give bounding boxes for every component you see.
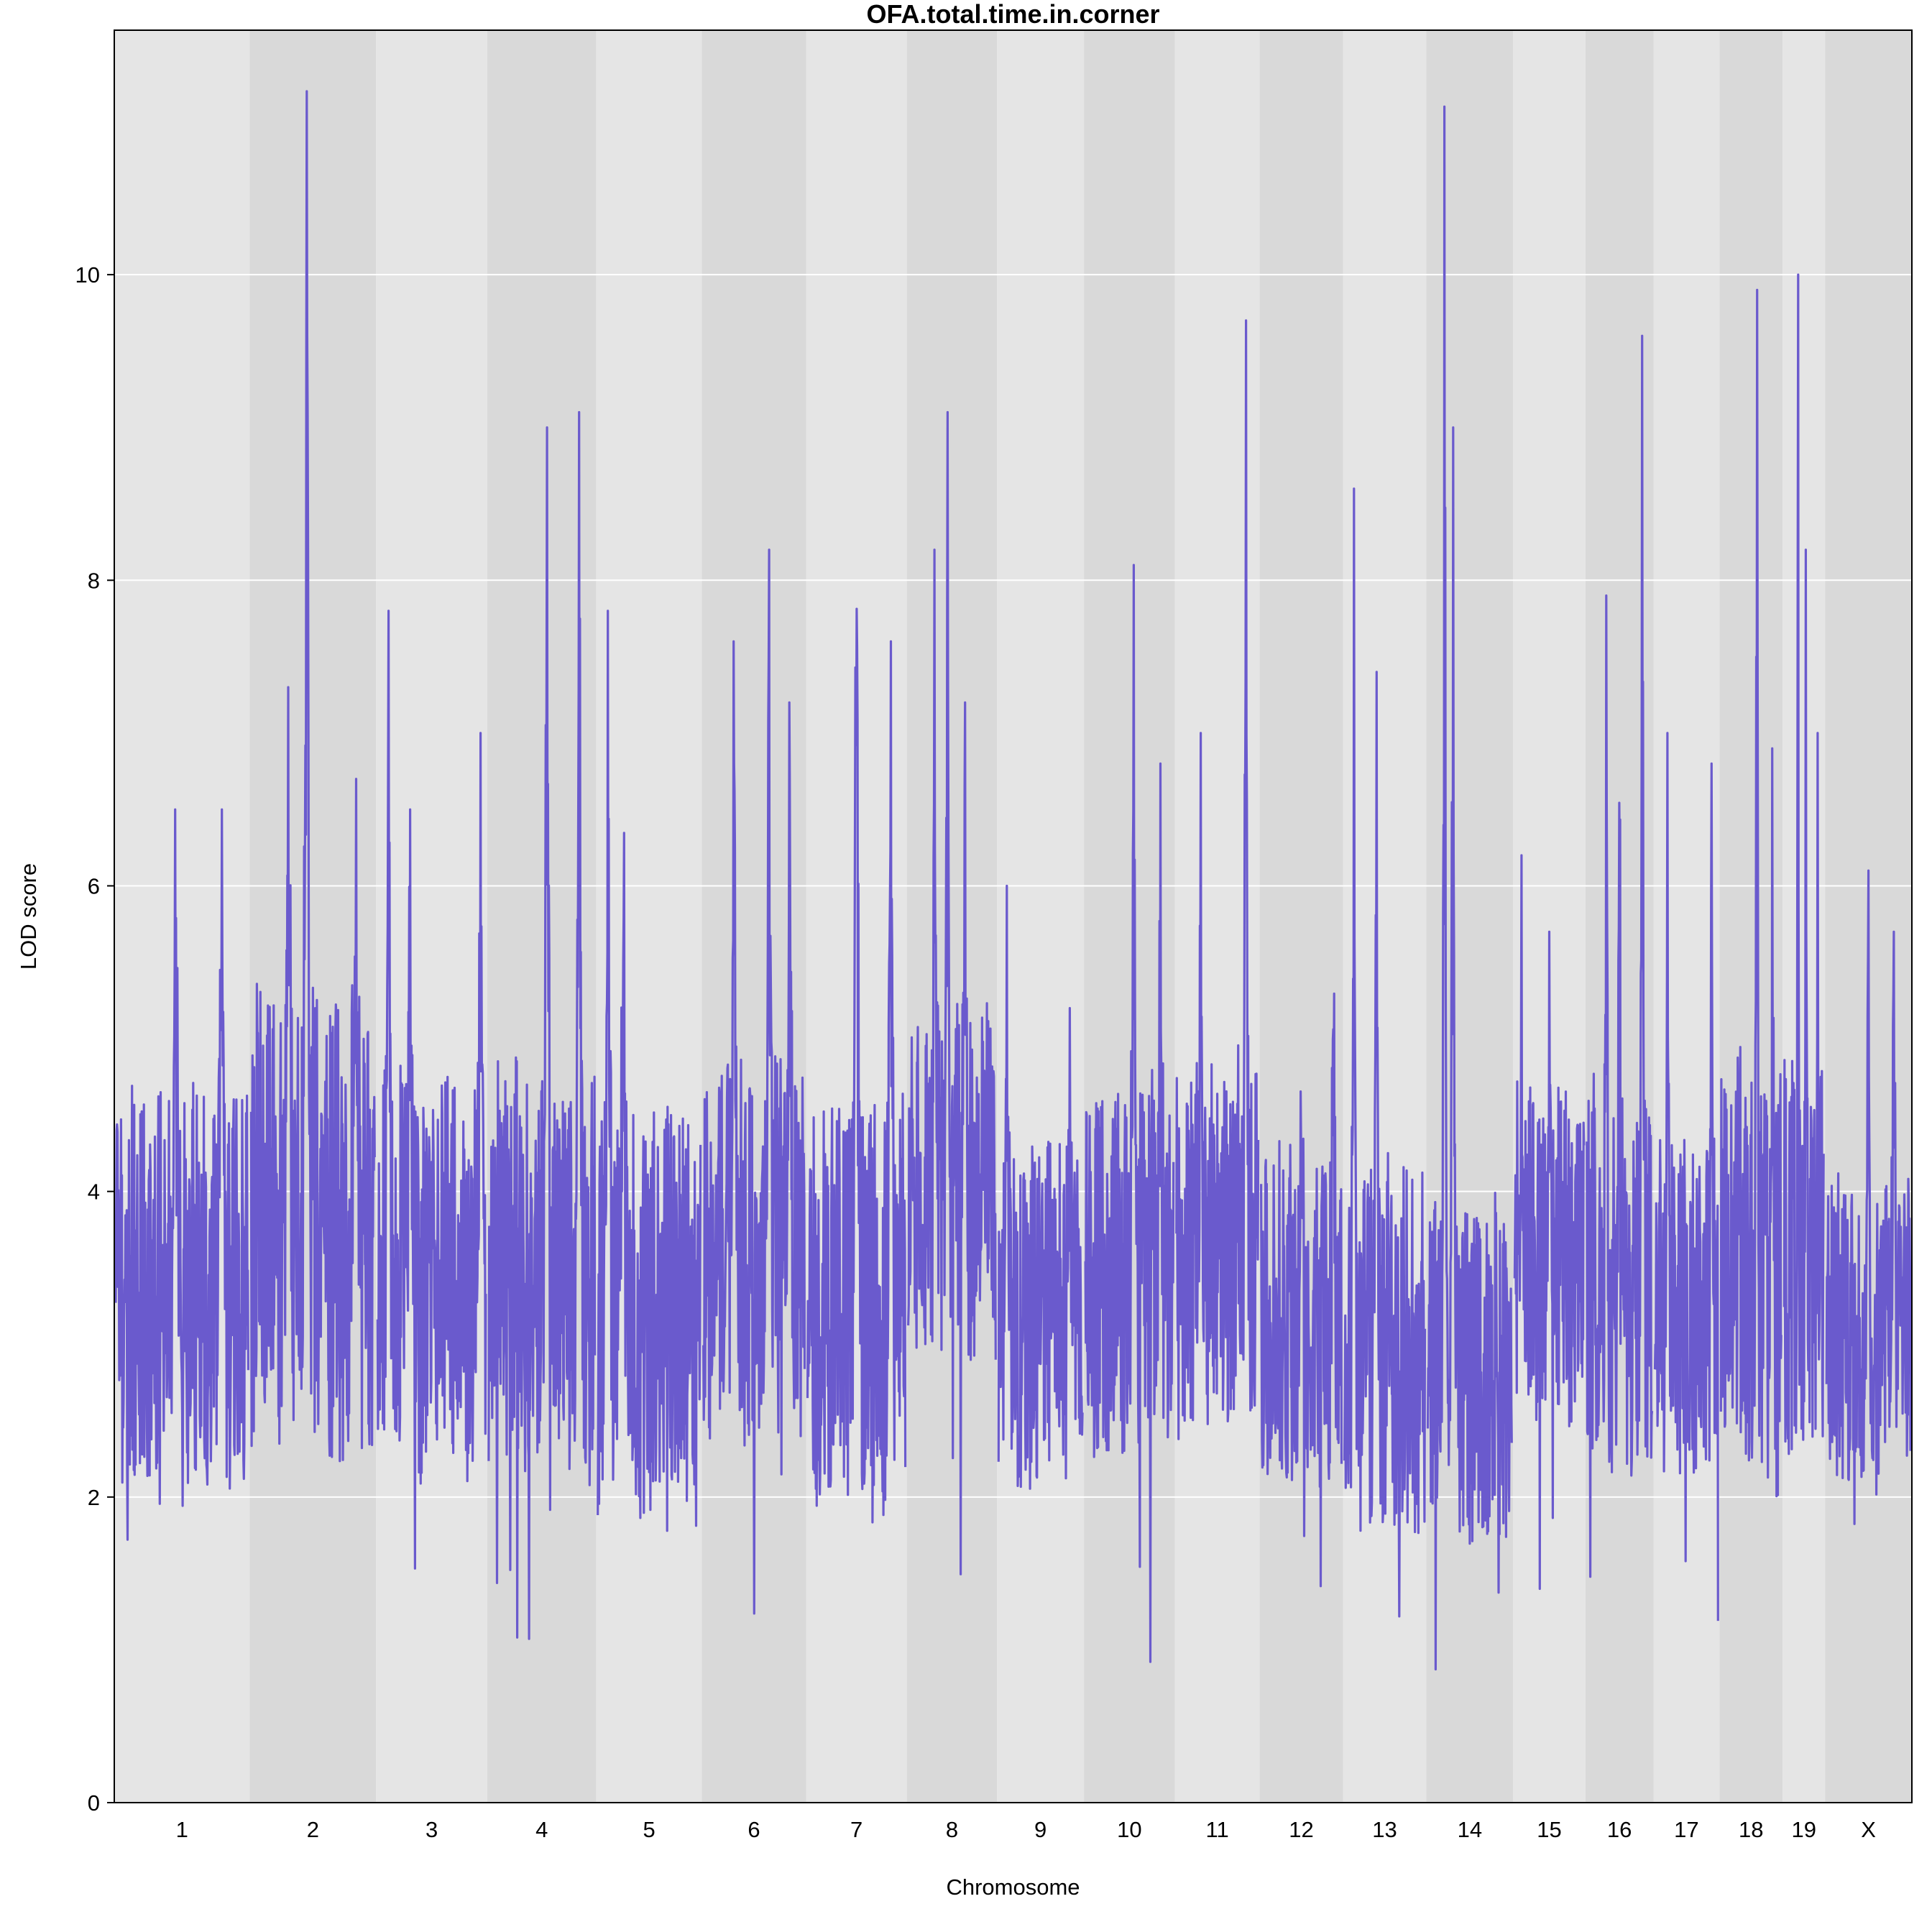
x-tick-label: 12 — [1289, 1817, 1313, 1842]
x-tick-label: 3 — [426, 1817, 438, 1842]
chromosome-band-9 — [997, 30, 1085, 1803]
series-line-chr-12 — [1260, 992, 1343, 1588]
x-tick-label: 6 — [748, 1817, 760, 1842]
series-line-chr-7 — [806, 607, 907, 1524]
plot-frame — [114, 29, 1913, 1803]
chromosome-band-12 — [1259, 30, 1343, 1803]
x-axis: 1 2 3 4 5 6 7 8 9 10 11 12 13 14 15 16 17 18 19 X — [176, 1817, 1877, 1842]
series-line-chr-18 — [1719, 288, 1782, 1498]
series-line-chr-15 — [1513, 854, 1586, 1591]
x-tick-label: 10 — [1117, 1817, 1141, 1842]
series-line-chr-17 — [1653, 732, 1719, 1622]
y-tick-label: 8 — [88, 568, 100, 593]
x-tick-label: 19 — [1791, 1817, 1816, 1842]
series-line-chr-13 — [1343, 487, 1427, 1618]
series-line-chr-16 — [1586, 334, 1654, 1578]
chromosome-band-1 — [114, 30, 250, 1803]
series-line-chr-9 — [997, 884, 1084, 1490]
y-axis-label: LOD score — [16, 863, 41, 970]
lod-series — [114, 90, 1912, 1671]
series-line-chr-14 — [1426, 105, 1513, 1671]
x-tick-label: 11 — [1206, 1817, 1229, 1842]
x-tick-label: 15 — [1537, 1817, 1561, 1842]
x-axis-label: Chromosome — [946, 1874, 1080, 1900]
series-line-chr-11 — [1175, 319, 1260, 1440]
series-line-chr-8 — [907, 410, 997, 1576]
chromosome-band-3 — [376, 30, 487, 1803]
series-line-chr-4 — [487, 410, 597, 1640]
x-tick-label: 17 — [1674, 1817, 1698, 1842]
series-line-chr-5 — [597, 610, 702, 1532]
chromosome-band-15 — [1513, 30, 1586, 1803]
x-tick-label: 8 — [946, 1817, 958, 1842]
x-tick-label: 18 — [1739, 1817, 1763, 1842]
series-line-chr-1 — [114, 808, 249, 1541]
x-tick-label: 13 — [1372, 1817, 1397, 1842]
x-tick-label: 14 — [1458, 1817, 1482, 1842]
x-tick-label: 4 — [535, 1817, 548, 1842]
x-tick-label: 5 — [643, 1817, 655, 1842]
series-line-chr-X — [1825, 869, 1912, 1525]
y-tick-label: 10 — [75, 262, 100, 288]
x-tick-label: 7 — [850, 1817, 862, 1842]
x-tick-label: 2 — [307, 1817, 319, 1842]
y-tick-label: 2 — [88, 1485, 100, 1510]
series-line-chr-3 — [376, 610, 487, 1570]
x-tick-label: X — [1861, 1817, 1876, 1842]
chromosome-band-5 — [596, 30, 702, 1803]
series-line-chr-6 — [702, 548, 806, 1615]
chart-title: OFA.total.time.in.corner — [866, 0, 1159, 29]
x-tick-label: 9 — [1034, 1817, 1046, 1842]
x-tick-label: 16 — [1607, 1817, 1632, 1842]
y-tick-label: 6 — [88, 873, 100, 898]
series-line-chr-19 — [1782, 273, 1825, 1455]
series-line-chr-2 — [249, 90, 376, 1463]
x-tick-label: 1 — [176, 1817, 188, 1842]
y-axis: 0 2 4 6 8 10 — [75, 262, 114, 1816]
series-line-chr-10 — [1084, 564, 1175, 1663]
chromosome-bands — [114, 30, 1912, 1803]
chromosome-band-8 — [906, 30, 998, 1803]
y-tick-label: 4 — [88, 1179, 100, 1205]
y-tick-label: 0 — [88, 1790, 100, 1816]
